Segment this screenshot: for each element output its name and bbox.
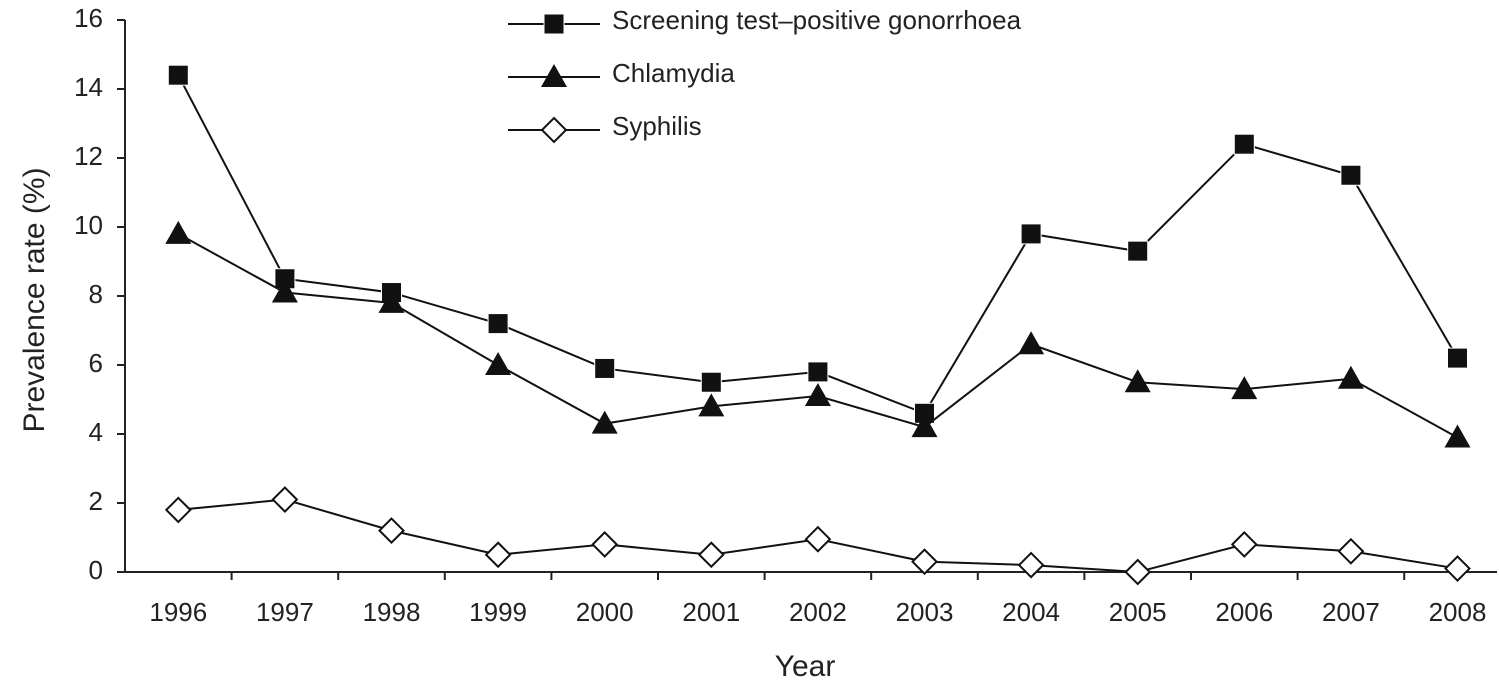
point (378, 289, 405, 313)
legend-label: Syphilis (612, 111, 702, 141)
point (700, 371, 722, 393)
x-tick-label: 2008 (1429, 597, 1487, 627)
point (1337, 537, 1365, 565)
point (271, 279, 298, 303)
x-tick-label: 2000 (576, 597, 634, 627)
x-tick-label: 2006 (1215, 597, 1273, 627)
point (165, 220, 192, 244)
y-tick-label: 0 (89, 555, 103, 585)
point (591, 410, 618, 434)
point (1124, 558, 1152, 586)
point (807, 361, 829, 383)
point (698, 393, 725, 417)
point (804, 383, 831, 407)
point (1340, 164, 1362, 186)
point (697, 541, 725, 569)
point (1231, 376, 1258, 400)
x-tick-label: 2007 (1322, 597, 1380, 627)
legend-marker (540, 116, 568, 144)
point (164, 496, 192, 524)
point (1444, 424, 1471, 448)
point (485, 352, 512, 375)
y-tick-label: 16 (74, 3, 103, 33)
point (484, 541, 512, 569)
point (1124, 369, 1151, 393)
point (911, 548, 938, 576)
x-tick-label: 1996 (149, 597, 207, 627)
x-tick-label: 2002 (789, 597, 847, 627)
point (804, 525, 832, 553)
point (1233, 133, 1255, 155)
legend-label: Chlamydia (612, 58, 735, 88)
point (1444, 555, 1471, 582)
y-axis-label: Prevalence rate (%) (18, 167, 51, 432)
legend-label: Screening test–positive gonorrhoea (612, 5, 1022, 35)
point (1447, 347, 1468, 369)
y-tick-label: 2 (89, 486, 103, 516)
x-tick-label: 2003 (896, 597, 954, 627)
point (591, 530, 619, 558)
point (1337, 365, 1364, 389)
point (271, 486, 299, 513)
x-tick-label: 1998 (363, 597, 421, 627)
point (378, 517, 405, 545)
x-tick-label: 2001 (682, 597, 740, 627)
y-tick-label: 8 (89, 279, 103, 309)
x-axis-label: Year (775, 650, 836, 683)
point (594, 357, 616, 379)
series-line (177, 233, 1458, 439)
point (167, 64, 189, 86)
point (1230, 530, 1258, 558)
y-tick-label: 12 (74, 141, 103, 171)
x-tick-label: 2005 (1109, 597, 1167, 627)
point (911, 414, 938, 438)
point (487, 313, 509, 335)
legend-marker (541, 64, 567, 87)
x-tick-label: 2004 (1002, 597, 1060, 627)
legend-marker (543, 13, 565, 35)
point (1020, 223, 1042, 245)
y-tick-label: 4 (89, 417, 103, 447)
point (1017, 551, 1045, 579)
y-tick-label: 10 (74, 210, 103, 240)
x-tick-label: 1999 (469, 597, 527, 627)
point (1127, 240, 1149, 262)
point (1018, 331, 1045, 355)
x-tick-label: 1997 (256, 597, 314, 627)
y-tick-label: 14 (74, 72, 103, 102)
y-tick-label: 6 (89, 348, 103, 378)
